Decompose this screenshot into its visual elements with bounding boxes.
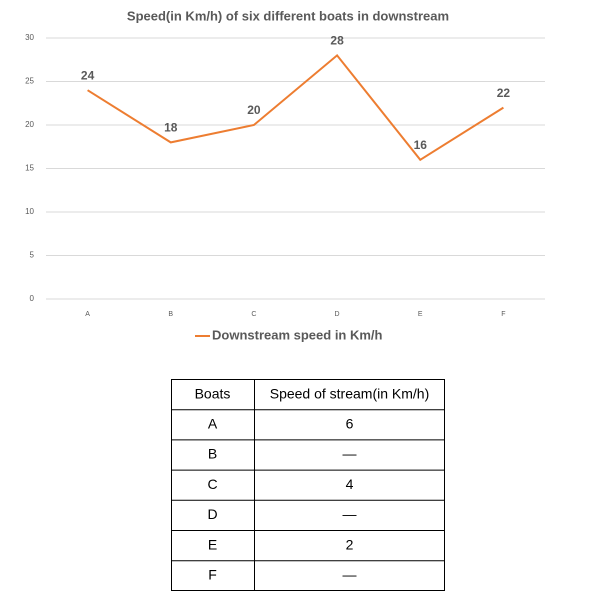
y-tick-label: 10: [25, 207, 34, 216]
table-header: Boats: [195, 385, 231, 401]
table-cell: 4: [346, 476, 354, 492]
table-cell: —: [343, 567, 357, 583]
legend-label: Downstream speed in Km/h: [212, 327, 383, 342]
table-cell: —: [343, 506, 357, 522]
data-label: 18: [164, 121, 178, 135]
table-cell: C: [207, 476, 217, 492]
table-cell: B: [208, 446, 217, 462]
data-label: 28: [330, 34, 344, 48]
data-label: 20: [247, 103, 261, 117]
x-tick-label: E: [418, 311, 423, 318]
y-tick-label: 25: [25, 77, 34, 86]
table-cell: —: [343, 446, 357, 462]
y-tick-label: 5: [30, 251, 35, 260]
y-tick-label: 15: [25, 164, 34, 173]
table-cell: D: [207, 506, 217, 522]
table-cell: 6: [346, 416, 354, 432]
table: Boats Speed of stream(in Km/h) A 6 B — C 4 D — E 2 F…: [171, 379, 445, 591]
line: [87, 53, 504, 162]
x-tick-label: F: [501, 311, 505, 318]
y-tick-label: 0: [30, 294, 35, 303]
data-label: 24: [81, 68, 95, 82]
data-label: 16: [414, 138, 428, 152]
chart-title: Speed(in Km/h) of six different boats in…: [127, 8, 449, 23]
table-border: [171, 379, 445, 591]
x-tick-label: C: [251, 311, 256, 318]
x-tick-label: D: [335, 311, 340, 318]
table-cell: F: [208, 567, 217, 583]
table-header: Speed of stream(in Km/h): [270, 385, 430, 401]
table-cell: E: [208, 536, 217, 552]
table-cell: 2: [346, 536, 354, 552]
x-tick-label: A: [85, 311, 90, 318]
y-tick-label: 20: [25, 120, 34, 129]
data-label: 22: [497, 86, 511, 100]
x-tick-label: B: [168, 311, 173, 318]
table-cell: A: [208, 416, 218, 432]
y-tick-label: 30: [25, 33, 34, 42]
